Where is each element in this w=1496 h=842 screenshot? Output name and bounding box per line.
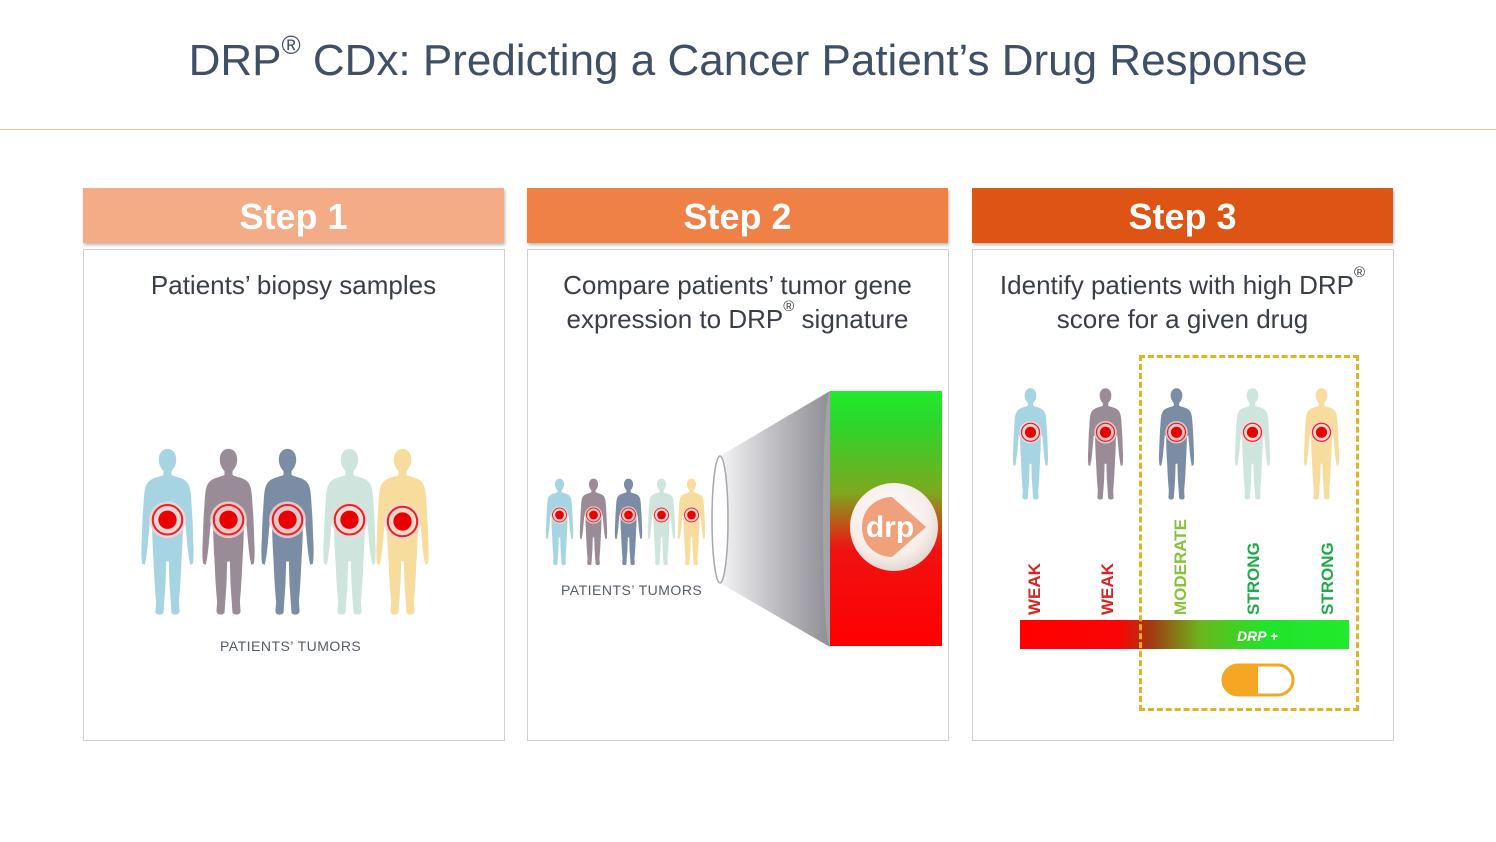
step-2-tumors-label: PATIENTS’ TUMORS (561, 582, 703, 598)
drp-score-bar (1020, 620, 1349, 649)
step-1-tumors-label: PATIENTS’ TUMORS (220, 638, 362, 654)
step-3-description: Identify patients with high DRP® score f… (972, 265, 1393, 336)
drp-positive-selection-box (1139, 355, 1359, 711)
comparison-cone (711, 391, 835, 647)
patient-figure-icon (141, 448, 194, 615)
patient-figure-icon (545, 478, 574, 566)
step-3-text-line-1: Identify patients with high DRP (999, 270, 1354, 300)
patient-figure-icon (323, 448, 376, 615)
drp-logo-icon: drp (850, 483, 938, 571)
title-divider (0, 129, 1496, 130)
step-3-header: Step 3 (972, 188, 1393, 243)
step-2-registered-mark: ® (783, 298, 795, 315)
step-1-header: Step 1 (83, 188, 504, 243)
drug-pill-icon (1221, 663, 1295, 697)
step-2-text-line-1: Compare patients’ tumor gene (563, 270, 912, 300)
patient-figure-icon (261, 448, 314, 615)
step-2-description: Compare patients’ tumor gene expression … (527, 268, 948, 336)
title-main: DRP (188, 36, 282, 85)
patient-figure-icon (614, 478, 643, 566)
step-3-registered-mark: ® (1354, 264, 1366, 281)
score-label-weak-2: WEAK (1098, 563, 1117, 615)
patient-figure-icon (202, 448, 255, 615)
patient-figure-icon (1303, 388, 1340, 500)
title-registered-mark: ® (281, 30, 301, 60)
step-3-text-line-2: score for a given drug (1056, 304, 1309, 334)
drp-logo-text: drp (866, 511, 914, 544)
title-rest: CDx: Predicting a Cancer Patient’s Drug … (300, 36, 1308, 85)
drp-positive-label: DRP + (1237, 628, 1279, 644)
patient-figure-icon (1158, 388, 1195, 500)
page-title: DRP® CDx: Predicting a Cancer Patient’s … (0, 32, 1496, 86)
patient-figure-icon (579, 478, 608, 566)
patient-figure-icon (1234, 388, 1271, 500)
step-2-text-line-2a: expression to DRP (566, 304, 784, 334)
step-2-header: Step 2 (527, 188, 948, 243)
patient-figure-icon (1012, 388, 1049, 500)
patient-figure-icon (647, 478, 676, 566)
step-1-text-line: Patients’ biopsy samples (150, 270, 437, 300)
step-2-text-line-2b: signature (794, 304, 909, 334)
patient-figure-icon (376, 448, 429, 615)
step-1-description: Patients’ biopsy samples (83, 268, 504, 302)
score-label-weak-1: WEAK (1025, 563, 1044, 615)
patient-figure-icon (677, 478, 706, 566)
patient-figure-icon (1087, 388, 1124, 500)
